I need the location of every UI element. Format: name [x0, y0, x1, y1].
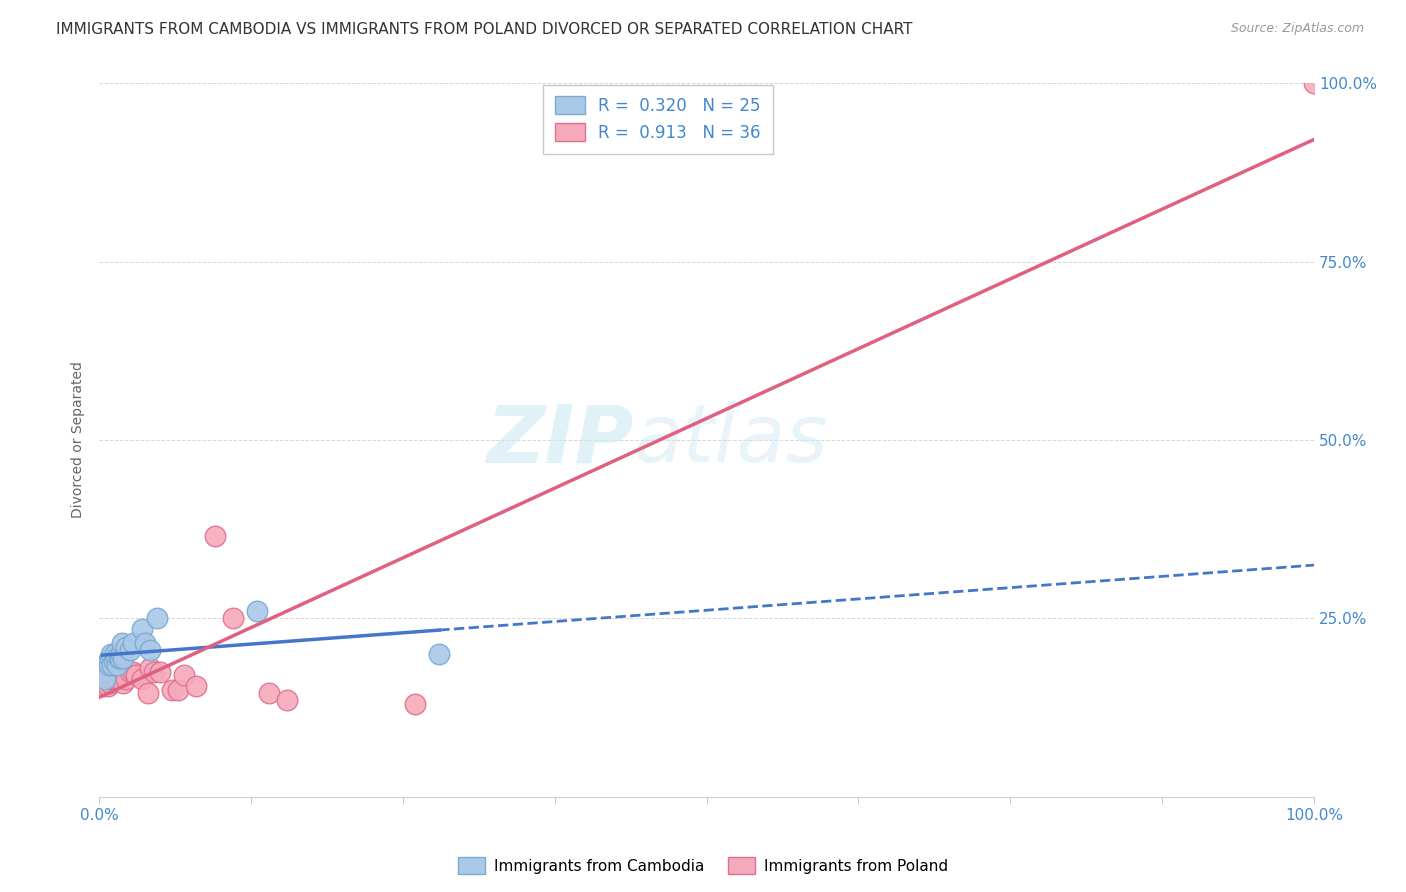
- Point: [186, 679, 208, 693]
- Point: [91, 665, 114, 679]
- Point: [134, 636, 156, 650]
- Point: [222, 611, 245, 625]
- Point: [105, 657, 128, 672]
- Point: [122, 636, 145, 650]
- Point: [115, 640, 138, 654]
- Legend: Immigrants from Cambodia, Immigrants from Poland: Immigrants from Cambodia, Immigrants fro…: [451, 851, 955, 880]
- Point: [91, 679, 114, 693]
- Point: [131, 622, 153, 636]
- Point: [136, 686, 159, 700]
- Point: [276, 693, 298, 707]
- Point: [104, 672, 127, 686]
- Text: Source: ZipAtlas.com: Source: ZipAtlas.com: [1230, 22, 1364, 36]
- Point: [118, 665, 141, 679]
- Point: [167, 682, 190, 697]
- Point: [100, 647, 122, 661]
- Point: [112, 675, 135, 690]
- Y-axis label: Divorced or Separated: Divorced or Separated: [72, 361, 86, 518]
- Point: [98, 675, 121, 690]
- Point: [97, 672, 120, 686]
- Point: [101, 672, 124, 686]
- Point: [139, 661, 162, 675]
- Point: [118, 643, 141, 657]
- Point: [97, 654, 120, 668]
- Point: [1303, 77, 1326, 91]
- Point: [96, 675, 118, 690]
- Point: [100, 672, 122, 686]
- Point: [139, 643, 162, 657]
- Point: [94, 672, 117, 686]
- Point: [94, 672, 117, 686]
- Point: [101, 657, 124, 672]
- Point: [105, 650, 128, 665]
- Point: [98, 650, 121, 665]
- Point: [142, 665, 165, 679]
- Point: [104, 647, 127, 661]
- Point: [149, 665, 172, 679]
- Point: [124, 668, 146, 682]
- Point: [97, 657, 120, 672]
- Point: [122, 665, 145, 679]
- Text: IMMIGRANTS FROM CAMBODIA VS IMMIGRANTS FROM POLAND DIVORCED OR SEPARATED CORRELA: IMMIGRANTS FROM CAMBODIA VS IMMIGRANTS F…: [56, 22, 912, 37]
- Legend: R =  0.320   N = 25, R =  0.913   N = 36: R = 0.320 N = 25, R = 0.913 N = 36: [544, 85, 772, 153]
- Point: [246, 604, 269, 618]
- Point: [111, 636, 134, 650]
- Point: [112, 650, 135, 665]
- Point: [173, 668, 195, 682]
- Point: [160, 682, 183, 697]
- Point: [105, 672, 128, 686]
- Point: [108, 650, 131, 665]
- Text: ZIP: ZIP: [486, 401, 634, 479]
- Point: [257, 686, 280, 700]
- Point: [404, 697, 426, 711]
- Point: [103, 672, 125, 686]
- Point: [107, 650, 129, 665]
- Point: [115, 672, 138, 686]
- Point: [110, 647, 132, 661]
- Point: [103, 654, 125, 668]
- Point: [131, 672, 153, 686]
- Point: [110, 665, 132, 679]
- Point: [427, 647, 450, 661]
- Point: [93, 675, 115, 690]
- Point: [107, 668, 129, 682]
- Point: [146, 611, 169, 625]
- Point: [204, 529, 226, 543]
- Point: [105, 665, 128, 679]
- Text: atlas: atlas: [634, 401, 828, 479]
- Point: [97, 679, 120, 693]
- Point: [108, 647, 131, 661]
